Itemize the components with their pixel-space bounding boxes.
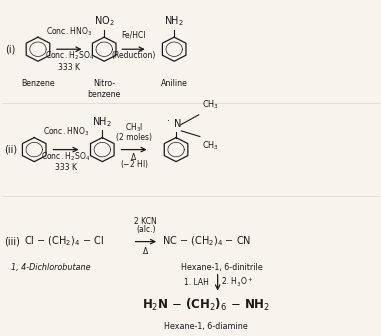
Text: Cl $-$ (CH$_2$)$_4$ $-$ Cl: Cl $-$ (CH$_2$)$_4$ $-$ Cl xyxy=(24,235,104,248)
Text: Aniline: Aniline xyxy=(161,79,187,88)
Text: CH$_3$I: CH$_3$I xyxy=(125,121,143,133)
Text: (i): (i) xyxy=(5,44,16,54)
Text: Conc. HNO$_3$: Conc. HNO$_3$ xyxy=(43,125,89,138)
Text: ·: · xyxy=(167,116,170,126)
Text: 2 KCN: 2 KCN xyxy=(134,217,157,226)
Text: $\Delta$: $\Delta$ xyxy=(130,151,138,162)
Text: 333 K: 333 K xyxy=(55,163,77,172)
Text: 1, 4-Dichlorobutane: 1, 4-Dichlorobutane xyxy=(11,263,91,272)
Text: NH$_2$: NH$_2$ xyxy=(92,115,112,128)
Text: CH$_3$: CH$_3$ xyxy=(202,140,219,153)
Text: Hexane-1, 6-diamine: Hexane-1, 6-diamine xyxy=(165,322,248,331)
Text: H$_2$N $-$ (CH$_2$)$_6$ $-$ NH$_2$: H$_2$N $-$ (CH$_2$)$_6$ $-$ NH$_2$ xyxy=(142,297,270,313)
Text: Conc. HNO$_3$: Conc. HNO$_3$ xyxy=(46,25,93,38)
Text: Conc. H$_2$SO$_4$: Conc. H$_2$SO$_4$ xyxy=(45,50,94,62)
Text: Conc. H$_2$SO$_4$: Conc. H$_2$SO$_4$ xyxy=(41,150,91,163)
Text: Fe/HCl: Fe/HCl xyxy=(121,31,146,40)
Text: Benzene: Benzene xyxy=(21,79,55,88)
Text: NC $-$ (CH$_2$)$_4$ $-$ CN: NC $-$ (CH$_2$)$_4$ $-$ CN xyxy=(162,235,251,248)
Text: (2 moles): (2 moles) xyxy=(116,133,152,142)
Text: NH$_2$: NH$_2$ xyxy=(164,14,184,28)
Text: ($-$2 HI): ($-$2 HI) xyxy=(120,158,149,170)
Text: CH$_3$: CH$_3$ xyxy=(202,99,219,112)
Text: NO$_2$: NO$_2$ xyxy=(94,14,115,28)
Text: 2. H$_3$O$^+$: 2. H$_3$O$^+$ xyxy=(221,276,254,289)
Text: Hexane-1, 6-dinitrile: Hexane-1, 6-dinitrile xyxy=(181,263,262,272)
Text: Nitro-
benzene: Nitro- benzene xyxy=(88,79,121,99)
Text: (Reduction): (Reduction) xyxy=(111,50,156,59)
Text: 333 K: 333 K xyxy=(58,62,80,72)
Text: (alc.): (alc.) xyxy=(136,225,155,234)
Text: 1. LAH: 1. LAH xyxy=(184,278,214,287)
Text: (iii): (iii) xyxy=(4,237,20,247)
Text: $\Delta$: $\Delta$ xyxy=(142,245,149,256)
Text: N: N xyxy=(174,119,181,129)
Text: (ii): (ii) xyxy=(4,144,17,155)
